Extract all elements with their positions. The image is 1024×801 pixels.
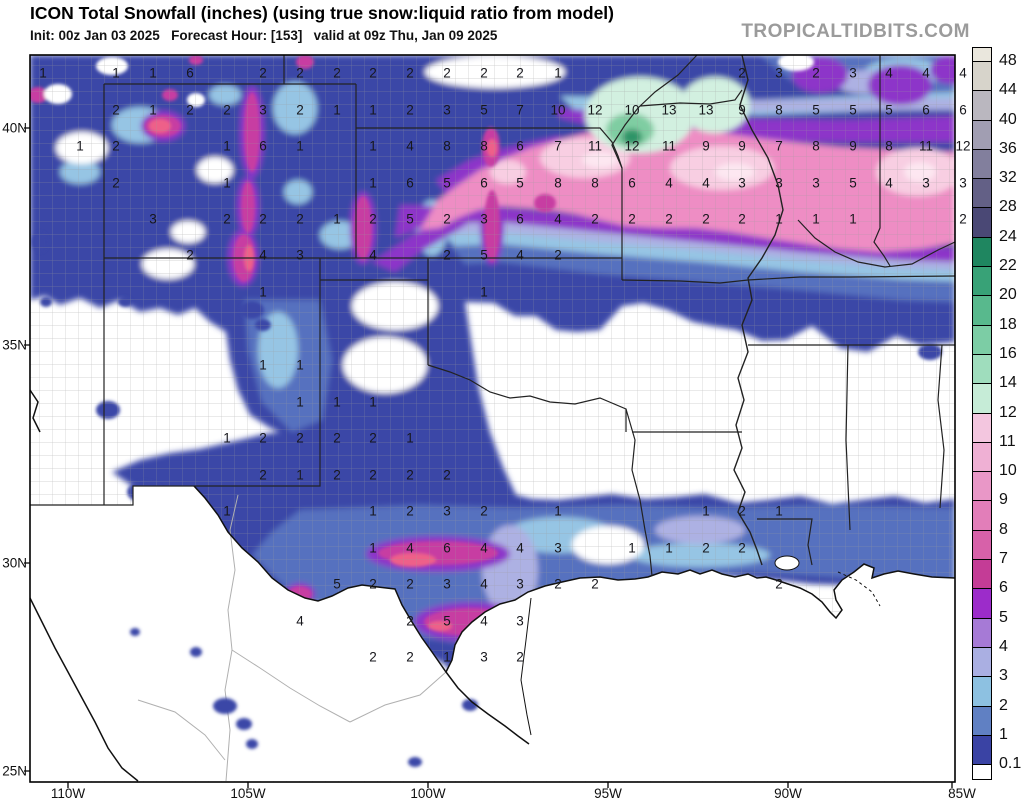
- colorbar-cell: 5: [972, 589, 1008, 625]
- colorbar-cell: 0.1: [972, 735, 1021, 772]
- tropicaltidbits-watermark: TROPICALTIDBITS.COM: [741, 21, 970, 42]
- colorbar-cell: 4: [972, 618, 1008, 654]
- colorbar-label: 28: [999, 198, 1017, 216]
- colorbar-label: 32: [999, 169, 1017, 187]
- colorbar-cell: 28: [972, 179, 1017, 215]
- colorbar-label: 16: [999, 344, 1017, 362]
- colorbar-cell: [972, 765, 992, 781]
- longitude-label: 105W: [230, 786, 266, 801]
- longitude-label: 100W: [410, 786, 446, 801]
- colorbar-label: 3: [999, 667, 1008, 685]
- colorbar-cell: 36: [972, 120, 1017, 156]
- colorbar-cell: 48: [972, 47, 1017, 69]
- colorbar-label: 10: [999, 462, 1017, 480]
- colorbar-cell: 32: [972, 149, 1017, 186]
- colorbar-cell: 10: [972, 442, 1017, 479]
- colorbar-cell: 3: [972, 647, 1008, 684]
- colorbar-label: 36: [999, 139, 1017, 157]
- longitude-label: 110W: [50, 786, 86, 801]
- longitude-label: 90W: [774, 786, 802, 801]
- rio-grande-river: [193, 485, 530, 745]
- colorbar-cell: 16: [972, 325, 1017, 361]
- lake-pontchartrain: [774, 555, 800, 571]
- colorbar-label: 5: [999, 608, 1008, 626]
- colorbar-label: 22: [999, 257, 1017, 275]
- colorbar-label: 7: [999, 550, 1008, 568]
- colorbar-label: 14: [999, 374, 1017, 392]
- colorbar-label: 0.1: [999, 755, 1022, 773]
- colorbar-cell: 7: [972, 530, 1008, 567]
- colorbar-label: 2: [999, 696, 1008, 714]
- colorbar-cell: 24: [972, 208, 1017, 244]
- colorbar-cell: 2: [972, 677, 1008, 713]
- colorbar-cell: 9: [972, 472, 1008, 508]
- latitude-label: 40N: [2, 120, 27, 136]
- gulf-coastline: [445, 563, 956, 736]
- mississippi-river: [733, 54, 784, 566]
- colorbar-label: 44: [999, 81, 1017, 99]
- colorbar-label: 24: [999, 227, 1017, 245]
- state-borders: [30, 54, 956, 577]
- gulf-of-mexico: [446, 564, 955, 781]
- map-frame: [24, 54, 956, 788]
- latitude-label: 25N: [2, 763, 27, 779]
- colorbar-label: 48: [999, 52, 1017, 69]
- longitude-label: 85W: [948, 786, 976, 801]
- colorbar-cell: 20: [972, 267, 1017, 303]
- mexico: [29, 389, 530, 782]
- colorbar-cell: 12: [972, 384, 1017, 420]
- page-title: ICON Total Snowfall (inches) (using true…: [30, 3, 614, 23]
- colorbar-label: 18: [999, 315, 1017, 333]
- colorbar: 48 44 40 36 32 28 24 22 20 18 16 14 12 11 10 9 8 7 6 5 4 3 2 1 0…: [972, 47, 1021, 781]
- colorbar-label: 4: [999, 637, 1008, 655]
- model-run-subtitle: Init: 00z Jan 03 2025 Forecast Hour: [15…: [30, 28, 498, 43]
- colorbar-cell: 18: [972, 296, 1017, 332]
- colorbar-cell: 44: [972, 62, 1017, 98]
- colorbar-cell: 40: [972, 91, 1017, 127]
- colorbar-cell: 14: [972, 354, 1017, 391]
- latitude-label: 35N: [2, 337, 27, 353]
- colorbar-label: 40: [999, 110, 1017, 128]
- colorbar-label: 11: [999, 432, 1016, 450]
- longitude-label: 95W: [594, 786, 622, 801]
- colorbar-label: 12: [999, 403, 1017, 421]
- latitude-label: 30N: [2, 555, 27, 571]
- colorbar-label: 20: [999, 286, 1017, 304]
- colorbar-cell: 11: [972, 413, 1016, 449]
- colorbar-label: 1: [999, 725, 1008, 743]
- colorbar-label: 9: [999, 491, 1008, 509]
- colorbar-cell: 8: [972, 501, 1008, 537]
- colorbar-cell: 6: [972, 560, 1008, 596]
- mexico-west-coast: [29, 597, 139, 782]
- colorbar-cell: 22: [972, 237, 1017, 274]
- colorbar-label: 6: [999, 579, 1008, 597]
- colorbar-label: 8: [999, 520, 1008, 538]
- colorbar-cell: 1: [972, 706, 1008, 742]
